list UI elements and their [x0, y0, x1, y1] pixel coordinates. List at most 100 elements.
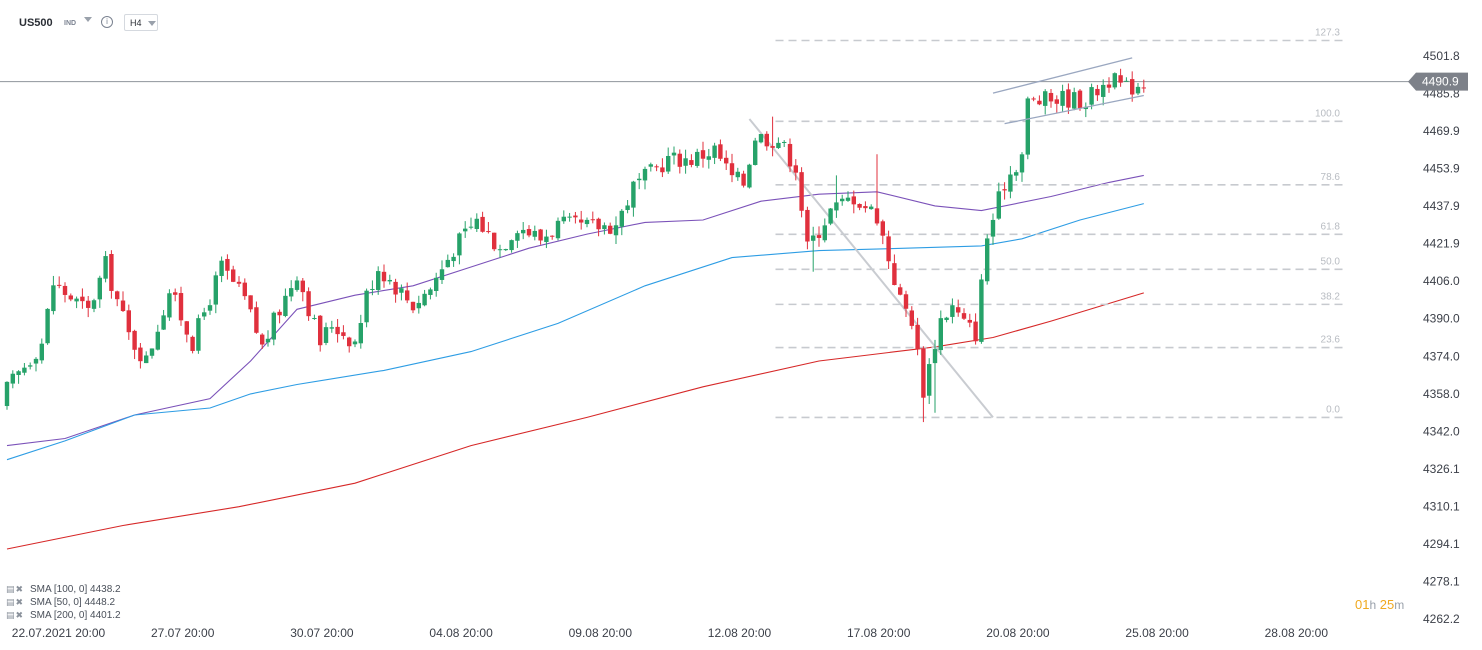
- settings-close-icon[interactable]: ▤✖: [6, 597, 25, 607]
- timeframe-select[interactable]: H4: [124, 14, 158, 31]
- settings-close-icon[interactable]: ▤✖: [6, 584, 25, 594]
- candle-body: [515, 233, 520, 241]
- legend-item-sma50[interactable]: ▤✖ SMA [50, 0] 4448.2: [6, 596, 121, 609]
- candle-body: [196, 318, 201, 351]
- candle-body: [155, 331, 160, 350]
- sma-200-line: [6, 292, 1144, 550]
- chevron-down-icon: [148, 21, 156, 26]
- candle-body: [683, 158, 688, 166]
- candle-body: [306, 291, 311, 317]
- candle-body: [608, 225, 613, 234]
- candle-body: [857, 204, 862, 208]
- candle-body: [805, 209, 810, 242]
- fib-level-label: 61.8: [1321, 221, 1341, 232]
- candle-body: [927, 364, 932, 396]
- price-tick-label: 4390.0: [1423, 312, 1460, 326]
- time-tick-label: 12.08 20:00: [708, 626, 772, 640]
- candle-body: [4, 381, 10, 407]
- candle-body: [956, 307, 961, 313]
- legend-item-sma100[interactable]: ▤✖ SMA [100, 0] 4438.2: [6, 583, 121, 596]
- countdown-h-unit: h: [1369, 598, 1377, 612]
- price-tick-label: 4310.1: [1423, 499, 1460, 513]
- channel-lower-line: [1004, 94, 1144, 125]
- candle-body: [579, 219, 584, 223]
- candle-body: [376, 271, 381, 290]
- candle-body: [74, 298, 79, 302]
- info-icon[interactable]: i: [101, 16, 113, 28]
- candle-body: [1066, 89, 1071, 108]
- candle-body: [370, 288, 375, 290]
- candle-body: [1101, 84, 1106, 97]
- candle-body: [190, 336, 195, 351]
- candle-body: [39, 343, 44, 361]
- price-tick-label: 4326.1: [1423, 462, 1460, 476]
- candle-body: [550, 235, 555, 237]
- candle-body: [706, 156, 711, 160]
- candle-body: [265, 338, 271, 343]
- candle-body: [434, 277, 439, 291]
- price-tick-label: 4501.8: [1423, 49, 1460, 63]
- candle-body: [712, 145, 717, 158]
- candle-body: [97, 277, 102, 300]
- current-price-tag: [1408, 72, 1468, 91]
- candle-body: [770, 146, 775, 148]
- legend-item-sma200[interactable]: ▤✖ SMA [200, 0] 4401.2: [6, 609, 121, 622]
- candle-body: [961, 313, 967, 319]
- candle-body: [521, 229, 526, 234]
- candle-body: [654, 166, 659, 168]
- candle-body: [764, 133, 769, 147]
- chevron-down-icon[interactable]: [84, 17, 92, 22]
- candle-body: [1118, 75, 1123, 83]
- candle-body: [526, 229, 532, 236]
- candle-body: [874, 208, 880, 224]
- candle-body: [289, 288, 294, 297]
- candle-body: [834, 202, 839, 211]
- candle-body: [236, 281, 242, 284]
- candle-body: [219, 260, 224, 276]
- candle-body: [903, 294, 909, 309]
- candle-body: [724, 157, 729, 164]
- candle-body: [126, 310, 131, 333]
- candle-body: [950, 305, 955, 317]
- sma-100-line: [6, 203, 1144, 461]
- candle-body: [990, 219, 996, 237]
- candle-body: [932, 349, 938, 364]
- candle-body: [399, 288, 404, 293]
- candle-body: [468, 226, 474, 228]
- candle-body: [341, 332, 346, 336]
- candle-body: [1112, 73, 1117, 88]
- countdown-minutes: 25: [1379, 597, 1395, 612]
- price-tick-label: 4437.9: [1423, 199, 1460, 213]
- candle-body: [1124, 80, 1129, 82]
- time-tick-label: 27.07 20:00: [151, 626, 215, 640]
- candle-body: [1077, 90, 1083, 109]
- candle-body: [387, 279, 392, 282]
- candle-body: [33, 358, 39, 364]
- candle-body: [689, 160, 694, 165]
- symbol-name[interactable]: US500: [19, 17, 53, 29]
- price-tick-label: 4453.9: [1423, 162, 1460, 176]
- settings-close-icon[interactable]: ▤✖: [6, 610, 25, 620]
- candle-body: [596, 218, 601, 230]
- candle-body: [347, 337, 352, 347]
- candle-body: [967, 319, 972, 323]
- candle-body: [1135, 86, 1141, 94]
- candle-body: [863, 206, 868, 209]
- time-tick-label: 28.08 20:00: [1265, 626, 1329, 640]
- candle-body: [254, 307, 259, 333]
- candle-body: [909, 310, 914, 326]
- candle-body: [428, 289, 433, 295]
- fib-level-label: 23.6: [1321, 335, 1341, 346]
- candle-body: [57, 284, 62, 286]
- current-price-label: 4490.9: [1422, 75, 1459, 89]
- candle-body: [86, 300, 91, 308]
- candle-body: [149, 348, 155, 356]
- legend-label: SMA [100, 0] 4438.2: [30, 584, 121, 595]
- candle-body: [793, 165, 798, 173]
- legend-label: SMA [200, 0] 4401.2: [30, 610, 121, 621]
- candle-body: [637, 178, 642, 181]
- candle-body: [677, 153, 682, 167]
- candle-body: [718, 144, 723, 159]
- candle-body: [631, 181, 636, 208]
